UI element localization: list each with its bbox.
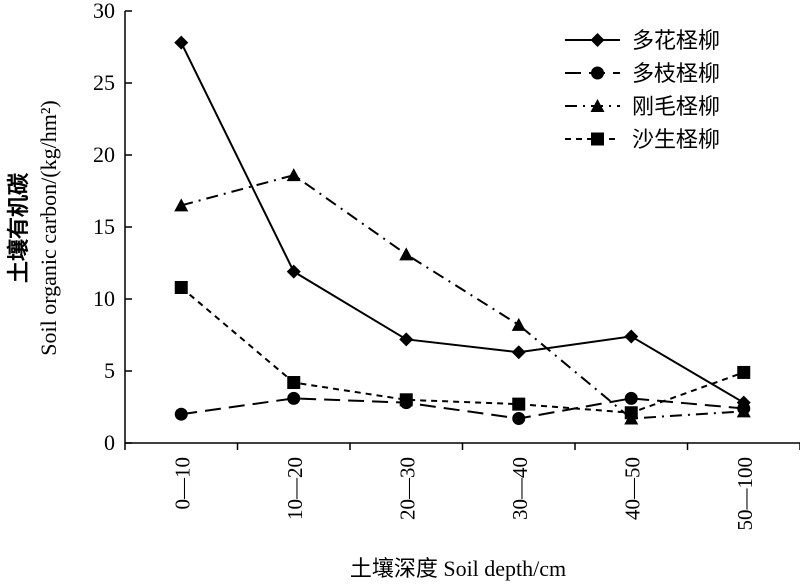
series-2-point-4 [624, 391, 638, 405]
series-4-point-1 [287, 376, 301, 390]
series-3-line [180, 174, 744, 420]
series-1-point-2 [399, 332, 414, 347]
y-tick-label-10: 10 [93, 286, 115, 311]
legend-marker-1 [590, 33, 605, 47]
legend-marker-3 [590, 99, 605, 112]
x-tick-label-3: 30—40 [508, 457, 532, 520]
x-axis-label: 土壤深度 Soil depth/cm [350, 556, 566, 581]
series-1-point-4 [624, 329, 639, 344]
x-tick-label-2: 20—30 [395, 457, 419, 520]
legend-label-4: 沙生柽柳 [632, 127, 720, 152]
series-4-point-4 [624, 406, 638, 420]
series-4-point-3 [512, 397, 526, 411]
series-3-point-1 [286, 168, 301, 182]
legend-label-2: 多枝柽柳 [632, 61, 720, 86]
legend-label-3: 刚毛柽柳 [632, 94, 720, 119]
series-2-point-0 [174, 407, 188, 421]
y-axis-label-en: Soil organic carbon/(kg/hm²) [36, 100, 61, 355]
y-axis-label-cn: 土壤有机碳 [6, 172, 31, 283]
series-4 [174, 280, 751, 420]
y-tick-label-0: 0 [104, 430, 115, 455]
series-1-point-1 [286, 264, 301, 279]
series-3-point-3 [511, 317, 526, 331]
legend-marker-2 [591, 66, 604, 80]
y-tick-label-25: 25 [93, 70, 115, 95]
series-group [174, 35, 751, 426]
y-tick-label-20: 20 [93, 142, 115, 167]
axes: 0 5 10 15 20 25 30 0—10 10—20 20—30 30—40 40—50 50—1… [93, 0, 800, 531]
legend-label-1: 多花柽柳 [632, 28, 720, 53]
x-tick-label-5: 50—100 [733, 457, 757, 531]
x-tick-label-1: 10—20 [283, 457, 307, 520]
series-2-point-3 [512, 412, 526, 426]
series-2-point-1 [287, 391, 301, 405]
x-tick-label-0: 0—10 [170, 457, 194, 510]
series-4-point-2 [399, 393, 413, 407]
series-3-point-2 [399, 247, 414, 261]
y-tick-label-15: 15 [93, 214, 115, 239]
series-3-point-5 [736, 404, 751, 418]
series-2 [174, 391, 751, 426]
series-1-line [180, 42, 745, 404]
series-2-line [181, 397, 744, 420]
series-1-point-0 [174, 35, 189, 50]
series-4-line [180, 286, 745, 414]
y-tick-label-5: 5 [104, 358, 115, 383]
series-1-point-3 [511, 345, 526, 360]
series-1 [174, 35, 751, 410]
x-tick-label-4: 40—50 [620, 457, 644, 520]
series-3-point-0 [174, 198, 189, 212]
legend-marker-4 [591, 132, 604, 146]
series-4-point-5 [737, 365, 751, 379]
y-tick-label-30: 30 [93, 0, 115, 23]
series-4-point-0 [174, 280, 188, 294]
